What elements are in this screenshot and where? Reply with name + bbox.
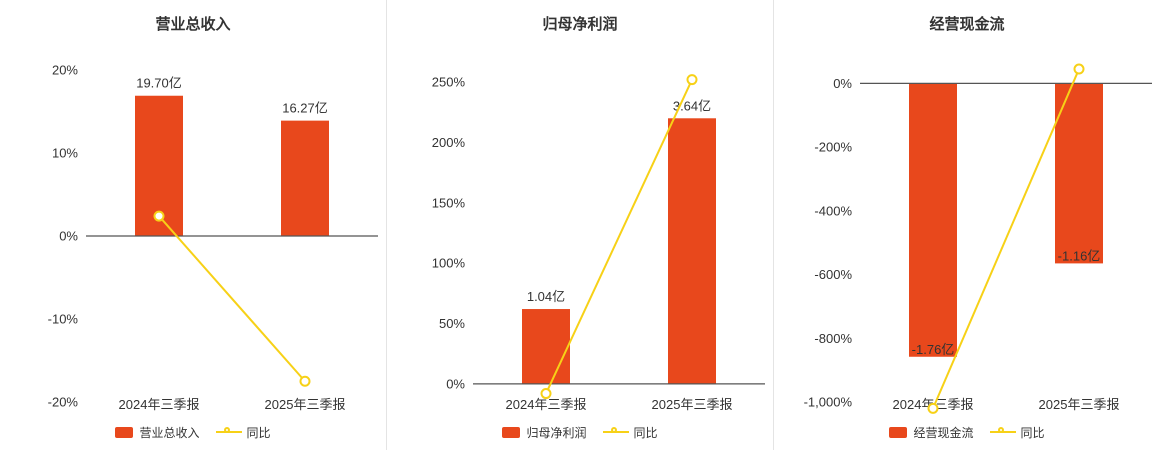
y-axis-tick-label: 50% bbox=[439, 316, 465, 331]
bar-period-2 bbox=[668, 118, 716, 384]
bar-period-2 bbox=[1055, 83, 1103, 264]
yoy-point-marker bbox=[1073, 63, 1085, 75]
total-revenue-chart: 20% 10% 0% -10% -20% 19.70亿 16.27亿 2024年三季报 2025… bbox=[48, 63, 378, 412]
y-axis-tick-label: 100% bbox=[432, 256, 466, 271]
y-axis-tick-label: -400% bbox=[814, 203, 852, 218]
line-series-label: 同比 bbox=[1020, 425, 1045, 440]
line-series-icon bbox=[989, 426, 1016, 438]
chart-title-operating-cash-flow: 经营现金流 bbox=[929, 15, 1005, 33]
x-category-label: 2025年三季报 bbox=[265, 397, 346, 412]
yoy-point-marker bbox=[299, 375, 311, 387]
y-axis-tick-label: 250% bbox=[432, 75, 466, 90]
net-profit-chart: 250% 200% 150% 100% 50% 0% 1.04亿 3.64亿 2024年三季报 2… bbox=[432, 74, 765, 412]
y-axis-tick-label: 10% bbox=[52, 146, 78, 161]
bar-value-label: 19.70亿 bbox=[136, 76, 182, 91]
y-axis-tick-label: 0% bbox=[833, 76, 852, 91]
y-axis-tick-label: 200% bbox=[432, 135, 466, 150]
yoy-point-marker bbox=[927, 402, 939, 414]
yoy-line bbox=[932, 68, 1080, 409]
x-category-label: 2025年三季报 bbox=[1039, 397, 1120, 412]
line-series-icon bbox=[602, 426, 629, 438]
net-profit-legend: 归母净利润 同比 bbox=[387, 414, 773, 450]
operating-cash-flow-legend: 经营现金流 同比 bbox=[774, 414, 1160, 450]
y-axis-tick-label: -10% bbox=[48, 312, 79, 327]
bar-series-label: 营业总收入 bbox=[139, 425, 200, 440]
panel-operating-cash-flow: 经营现金流 0% -200% -400% -600% -800% -1,000% -1.76… bbox=[773, 0, 1160, 450]
bar-value-label: 3.64亿 bbox=[673, 98, 711, 113]
x-category-label: 2024年三季报 bbox=[506, 397, 587, 412]
yoy-line bbox=[545, 79, 693, 394]
bar-series-swatch bbox=[115, 426, 134, 438]
yoy-point-marker bbox=[686, 74, 698, 86]
bar-series-label: 经营现金流 bbox=[913, 425, 974, 440]
bar-series-swatch bbox=[889, 426, 908, 438]
bar-value-label: 16.27亿 bbox=[282, 101, 328, 116]
legend-line-marker bbox=[223, 427, 230, 433]
yoy-point-marker bbox=[540, 388, 552, 400]
panel-net-profit: 归母净利润 250% 200% 150% 100% 50% 0% 1.04亿 3.64亿 202… bbox=[386, 0, 773, 450]
bar-period-1 bbox=[522, 309, 570, 384]
y-axis-tick-label: -200% bbox=[814, 140, 852, 155]
chart-title-total-revenue: 营业总收入 bbox=[155, 15, 231, 33]
total-revenue-legend: 营业总收入 同比 bbox=[0, 414, 386, 450]
bar-series-label: 归母净利润 bbox=[526, 425, 587, 440]
line-series-label: 同比 bbox=[633, 425, 658, 440]
y-axis-tick-label: -800% bbox=[814, 331, 852, 346]
bar-period-1 bbox=[909, 83, 957, 357]
bar-period-2 bbox=[281, 120, 329, 236]
y-axis-tick-label: -600% bbox=[814, 267, 852, 282]
bar-value-label: 1.04亿 bbox=[527, 289, 565, 304]
y-axis-tick-label: 0% bbox=[446, 376, 465, 391]
y-axis-tick-label: 150% bbox=[432, 195, 466, 210]
bar-series-swatch bbox=[502, 426, 521, 438]
legend-line-marker bbox=[610, 427, 617, 433]
panel-total-revenue: 营业总收入 20% 10% 0% -10% -20% 19.70亿 16.27亿 2024年三… bbox=[0, 0, 386, 450]
operating-cash-flow-chart: 0% -200% -400% -600% -800% -1,000% -1.76亿 -1.16… bbox=[804, 63, 1152, 414]
line-series-icon bbox=[215, 426, 242, 438]
line-series-label: 同比 bbox=[246, 425, 271, 440]
y-axis-tick-label: -1,000% bbox=[804, 395, 853, 410]
y-axis-tick-label: -20% bbox=[48, 395, 79, 410]
chart-title-net-profit: 归母净利润 bbox=[542, 15, 618, 33]
y-axis-tick-label: 20% bbox=[52, 63, 78, 78]
y-axis-tick-label: 0% bbox=[59, 229, 78, 244]
bar-value-label: -1.16亿 bbox=[1058, 248, 1101, 263]
x-category-label: 2025年三季报 bbox=[652, 397, 733, 412]
yoy-line bbox=[158, 215, 306, 382]
legend-line-marker bbox=[997, 427, 1004, 433]
x-category-label: 2024年三季报 bbox=[119, 397, 200, 412]
bar-value-label: -1.76亿 bbox=[912, 342, 955, 357]
yoy-point-marker bbox=[153, 210, 165, 222]
